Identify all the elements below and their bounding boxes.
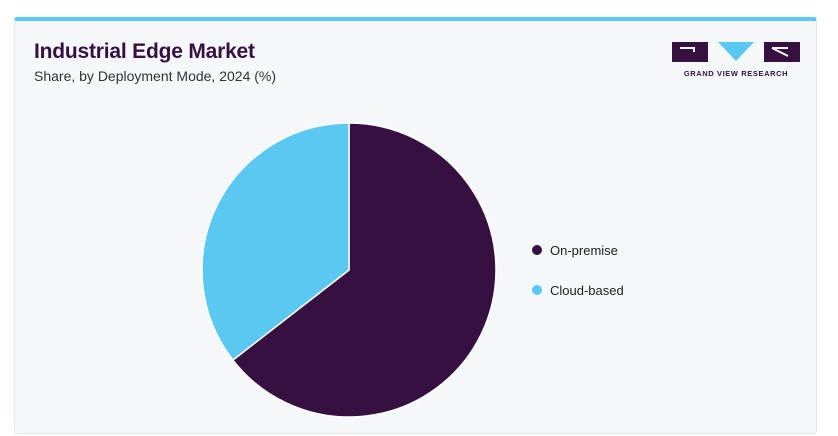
legend-swatch-on-premise	[532, 245, 542, 255]
logo-text: GRAND VIEW RESEARCH	[683, 69, 789, 78]
legend-swatch-cloud-based	[532, 285, 542, 295]
legend-label-cloud-based: Cloud-based	[550, 282, 624, 298]
legend-item-on-premise: On-premise	[532, 241, 624, 259]
legend-label-on-premise: On-premise	[550, 242, 618, 258]
legend-item-cloud-based: Cloud-based	[532, 281, 624, 299]
grand-view-research-logo	[672, 42, 800, 62]
chart-subtitle: Share, by Deployment Mode, 2024 (%)	[34, 68, 277, 84]
legend: On-premise Cloud-based	[532, 241, 624, 321]
pie-slice-cloud-based	[201, 122, 350, 362]
chart-title: Industrial Edge Market	[34, 40, 255, 63]
pie-slice-on-premise	[231, 122, 497, 418]
